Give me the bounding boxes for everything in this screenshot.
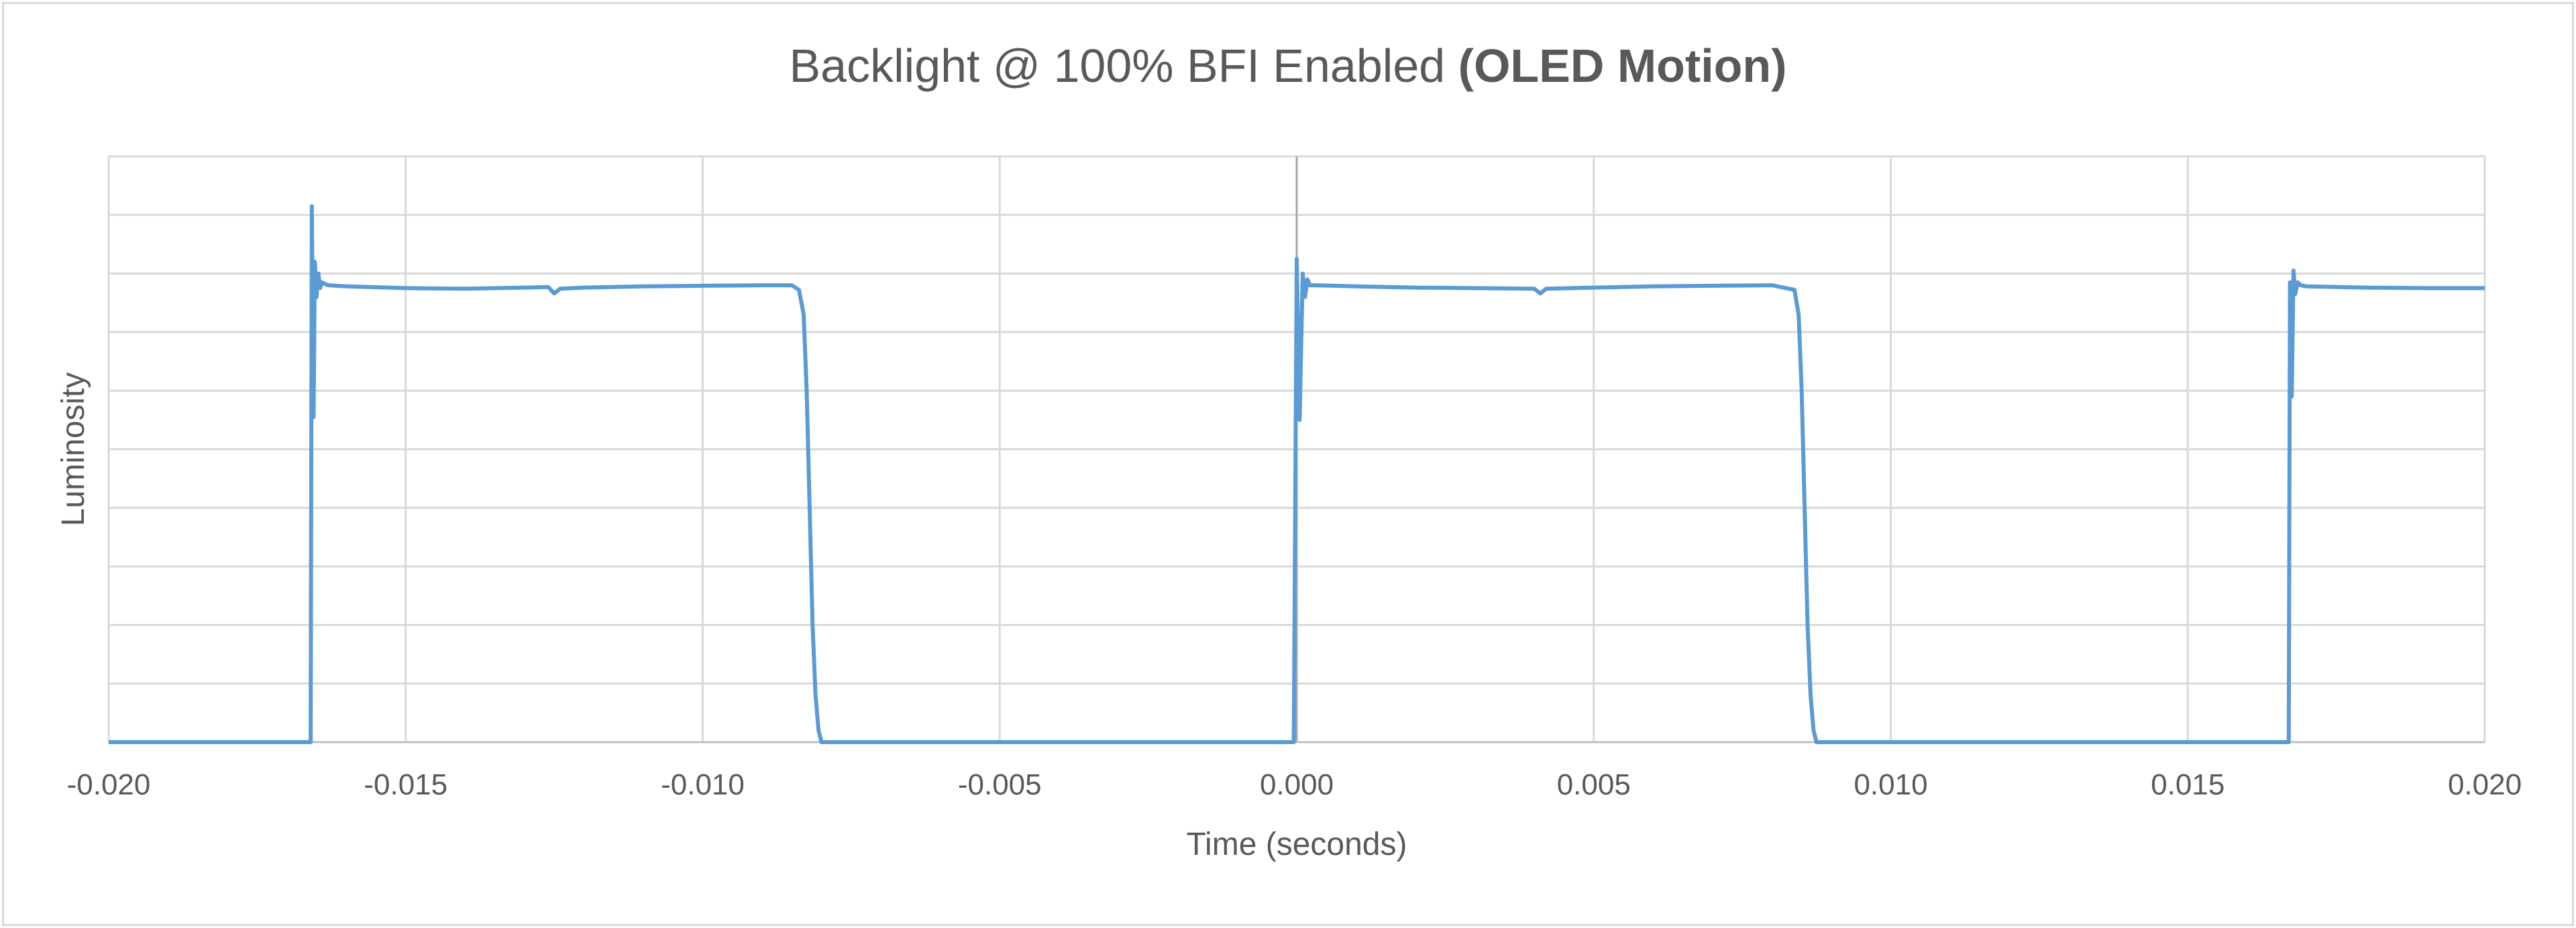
x-tick-label: -0.020 xyxy=(67,768,151,801)
series-layer xyxy=(109,204,2485,744)
series-line-1 xyxy=(109,204,2485,744)
chart-title-main: Backlight @ 100% BFI Enabled xyxy=(789,40,1446,92)
x-tick-label: 0.015 xyxy=(2151,768,2224,801)
x-tick-label: -0.005 xyxy=(958,768,1042,801)
chart-title: Backlight @ 100% BFI Enabled (OLED Motio… xyxy=(0,39,2576,93)
x-tick-label: 0.010 xyxy=(1854,768,1927,801)
x-axis-title: Time (seconds) xyxy=(1187,827,1407,862)
x-tick-label: -0.015 xyxy=(364,768,447,801)
x-tick-label: 0.000 xyxy=(1260,768,1334,801)
chart-title-bold: (OLED Motion) xyxy=(1458,40,1787,92)
x-tick-label: 0.005 xyxy=(1557,768,1631,801)
x-tick-label: 0.020 xyxy=(2448,768,2522,801)
x-tick-label: -0.010 xyxy=(661,768,745,801)
x-tick-labels: -0.020 -0.015 -0.010 -0.005 0.000 0.005 0.010 0… xyxy=(67,768,2522,801)
y-axis-title: Luminosity xyxy=(56,372,91,526)
